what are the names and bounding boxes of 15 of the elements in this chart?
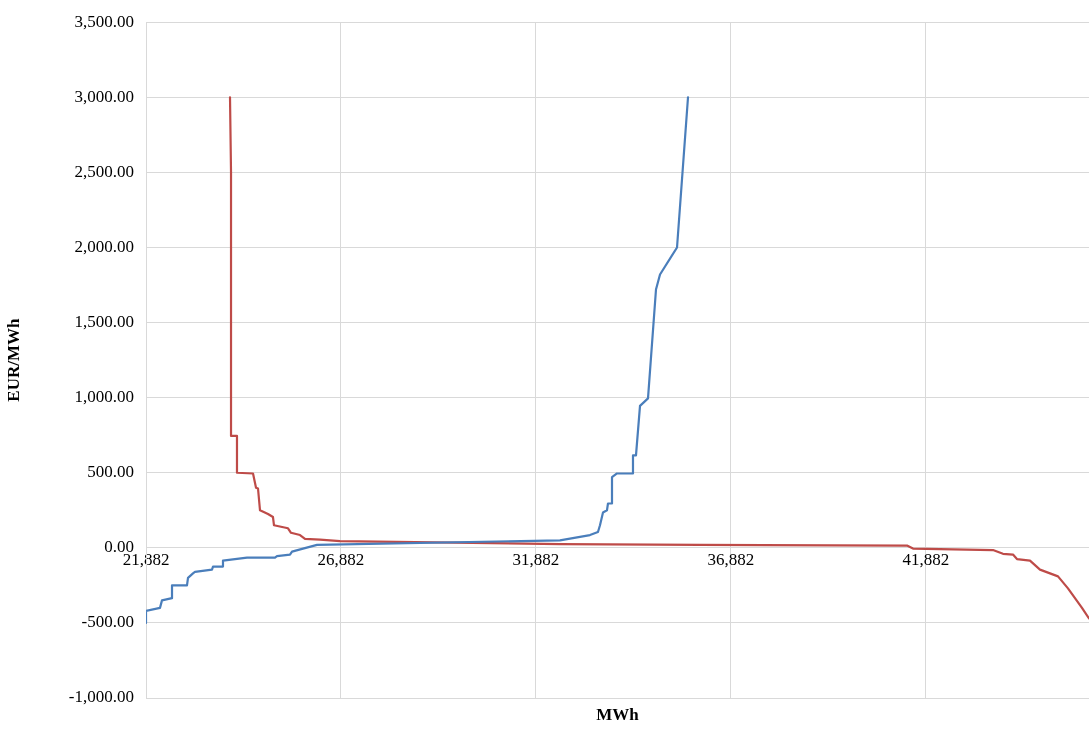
y-tick-label: 500.00 (87, 462, 134, 482)
x-axis-title: MWh (596, 705, 640, 725)
y-tick-label: -500.00 (81, 612, 134, 632)
y-tick-label: 2,500.00 (74, 161, 134, 181)
x-tick-label: 41,882 (902, 550, 950, 570)
y-tick-label: 1,500.00 (74, 312, 134, 332)
x-tick-label: 26,882 (317, 550, 365, 570)
x-tick-label: 36,882 (707, 550, 755, 570)
y-tick-label: 2,000.00 (74, 236, 134, 256)
y-tick-label: 3,000.00 (74, 86, 134, 106)
y-tick-label: -1,000.00 (68, 687, 134, 707)
x-tick-label: 31,882 (512, 550, 560, 570)
y-axis-title: EUR/MWh (3, 318, 23, 402)
y-tick-label: 1,000.00 (74, 387, 134, 407)
y-tick-label: 3,500.00 (74, 11, 134, 31)
